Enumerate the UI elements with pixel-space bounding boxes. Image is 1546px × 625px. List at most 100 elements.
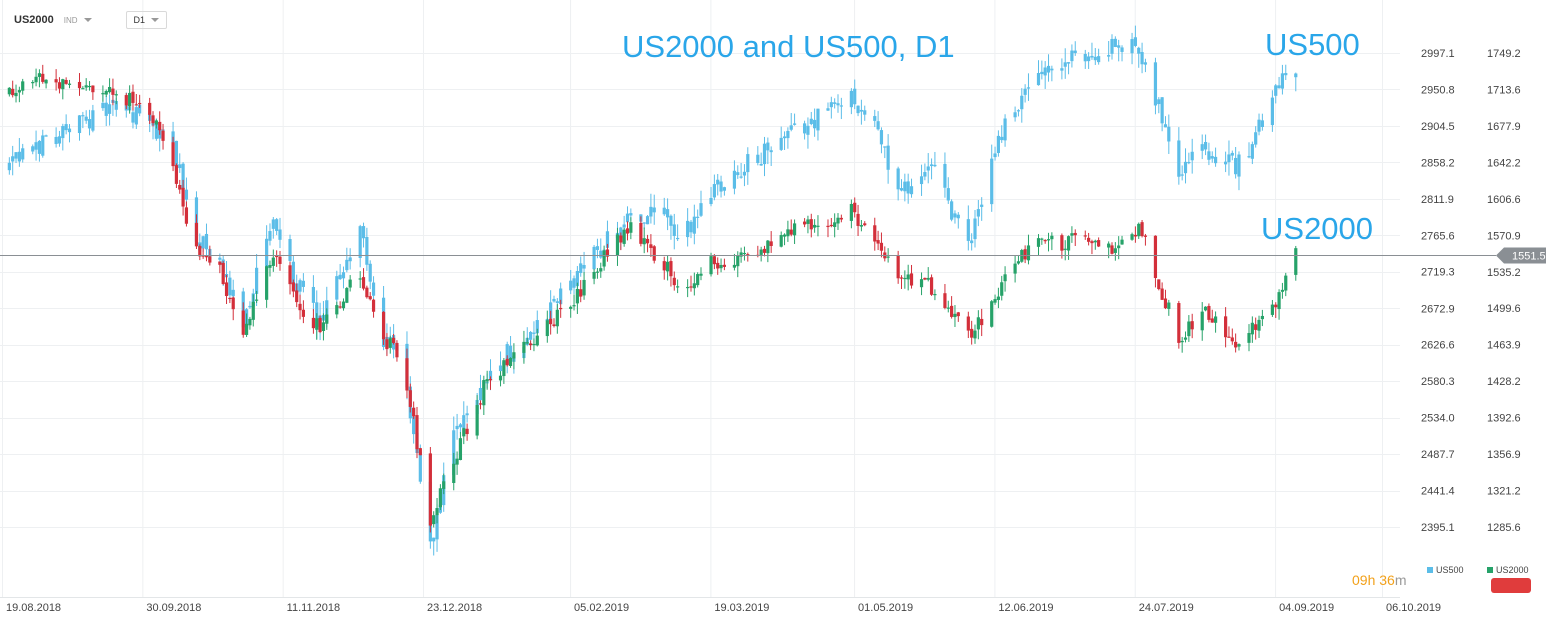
candle-us2000 <box>361 268 366 291</box>
candle-us500 <box>1183 148 1188 184</box>
candle-us500 <box>1143 58 1148 73</box>
candle-body <box>1083 235 1087 237</box>
sell-button[interactable] <box>1491 578 1531 593</box>
candle-body <box>716 179 720 185</box>
candle-us2000 <box>789 219 793 237</box>
candle-body <box>859 225 863 227</box>
candle-us500 <box>104 95 108 127</box>
candle-body <box>742 171 747 176</box>
candle-body <box>1083 53 1087 62</box>
candle-body <box>946 188 950 201</box>
candle-body <box>645 238 650 244</box>
candle-body <box>335 276 339 300</box>
candle-us2000 <box>1163 289 1168 310</box>
candle-us500 <box>833 98 837 109</box>
timeframe-select[interactable]: D1 <box>125 11 168 29</box>
candle-body <box>909 273 914 286</box>
candle-body <box>77 115 82 134</box>
candle-us500 <box>1284 64 1288 81</box>
candle-us500 <box>64 114 68 135</box>
candle-us500 <box>980 197 984 221</box>
candle-body <box>475 405 479 436</box>
candle-us2000 <box>919 272 924 296</box>
candle-body <box>899 277 904 279</box>
candle-us2000 <box>1234 333 1238 353</box>
candle-body <box>1187 161 1191 164</box>
candle-us500 <box>1200 134 1204 160</box>
candle-body <box>742 252 747 255</box>
candle-body <box>268 265 272 268</box>
candle-body <box>275 255 279 258</box>
candle-body <box>505 344 509 364</box>
candle-body <box>1224 316 1228 338</box>
candle-body <box>1250 322 1254 335</box>
candle-us2000 <box>198 244 202 261</box>
candle-body <box>1090 55 1094 58</box>
candle-body <box>184 207 189 224</box>
candle-body <box>174 165 179 184</box>
candle-body <box>535 335 539 346</box>
candle-body <box>54 136 58 144</box>
candle-body <box>522 341 526 353</box>
candle-body <box>1130 39 1134 54</box>
candle-body <box>906 181 910 194</box>
timeframe-label: D1 <box>133 15 146 25</box>
candle-us500 <box>1207 142 1211 166</box>
candle-us2000 <box>826 219 830 238</box>
candle-body <box>933 164 937 167</box>
candle-us2000 <box>288 261 292 295</box>
candle-body <box>415 415 419 450</box>
candle-body <box>672 277 676 286</box>
candle-body <box>856 105 860 114</box>
candle-us2000 <box>1254 317 1258 340</box>
candle-us2000 <box>579 280 583 303</box>
candle-body <box>559 307 563 310</box>
candle-us2000 <box>381 311 386 345</box>
candle-body <box>739 176 743 178</box>
candle-body <box>1143 62 1148 65</box>
candle-body <box>1013 263 1017 274</box>
candle-us2000 <box>128 85 132 114</box>
candle-us2000 <box>1153 235 1158 288</box>
candle-body <box>508 358 513 366</box>
candle-body <box>298 280 302 292</box>
candle-us500 <box>1133 25 1137 48</box>
candle-body <box>1260 315 1264 320</box>
candle-body <box>412 416 416 435</box>
candle-us500 <box>178 153 182 173</box>
candle-body <box>699 203 703 216</box>
candle-body <box>1090 241 1094 244</box>
candle-body <box>903 181 907 192</box>
candle-us2000 <box>405 348 409 399</box>
candle-body <box>555 309 559 327</box>
candle-us2000 <box>255 290 259 303</box>
candle-body <box>368 263 372 282</box>
candle-us2000 <box>358 271 362 289</box>
chevron-down-icon[interactable] <box>83 18 92 22</box>
candle-us2000 <box>686 279 690 298</box>
candle-us2000 <box>435 497 439 524</box>
candle-us2000 <box>1093 239 1097 250</box>
candle-body <box>1066 236 1071 251</box>
symbol-name[interactable]: US2000 <box>14 14 54 26</box>
candle-us2000 <box>909 264 914 289</box>
candle-body <box>1113 248 1117 253</box>
candle-body <box>896 255 900 279</box>
candle-us2000 <box>923 277 927 281</box>
candle-us2000 <box>178 179 182 194</box>
candle-us2000 <box>575 282 579 314</box>
candle-body <box>625 228 630 234</box>
candle-body <box>1143 235 1148 237</box>
candle-body <box>204 233 209 250</box>
candle-body <box>418 448 422 456</box>
candle-us2000 <box>158 111 162 135</box>
candle-body <box>301 280 305 287</box>
candle-us2000 <box>1133 226 1137 243</box>
chart-annotation-us2000: US2000 <box>1261 211 1374 246</box>
candle-body <box>816 225 820 227</box>
candle-us2000 <box>1247 324 1251 352</box>
candle-us500 <box>265 225 269 273</box>
candle-us500 <box>625 206 630 224</box>
candle-us500 <box>813 108 817 137</box>
